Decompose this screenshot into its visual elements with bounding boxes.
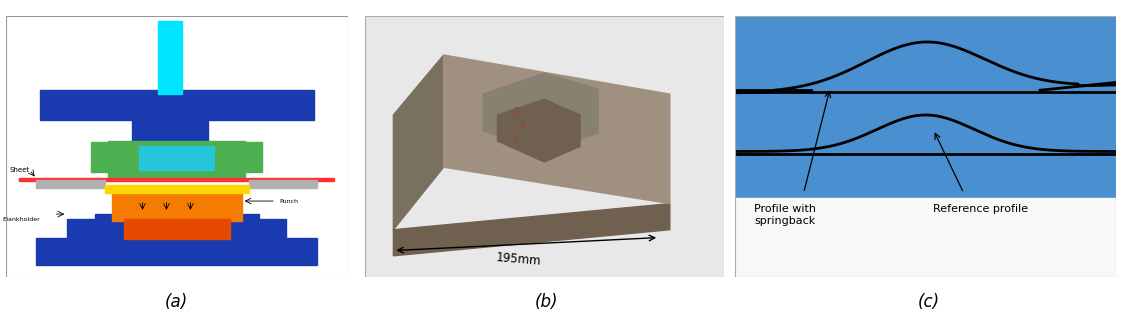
- Polygon shape: [394, 204, 670, 256]
- Polygon shape: [497, 99, 580, 162]
- Bar: [104, 185, 249, 193]
- Bar: [19, 178, 334, 182]
- Text: 字: 字: [514, 136, 517, 141]
- Bar: [249, 180, 318, 188]
- Bar: [123, 219, 230, 239]
- Bar: [36, 180, 104, 188]
- Bar: [36, 238, 318, 265]
- Text: Reference profile: Reference profile: [934, 204, 1029, 214]
- Bar: [132, 115, 208, 146]
- Text: (b): (b): [535, 293, 558, 311]
- Bar: [735, 198, 1116, 277]
- Bar: [214, 142, 263, 172]
- Text: 195mm: 195mm: [496, 251, 542, 267]
- Bar: [108, 141, 245, 180]
- Polygon shape: [443, 55, 670, 204]
- Bar: [40, 90, 313, 120]
- Bar: [158, 21, 182, 94]
- Text: Punch: Punch: [279, 198, 298, 204]
- Polygon shape: [484, 73, 598, 151]
- Text: (c): (c): [918, 293, 940, 311]
- Polygon shape: [394, 55, 443, 230]
- Bar: [139, 146, 214, 170]
- Bar: [112, 192, 241, 221]
- Text: 手: 手: [514, 107, 517, 113]
- Bar: [94, 214, 259, 221]
- Text: Blankholder: Blankholder: [2, 217, 40, 222]
- Text: Profile with
springback: Profile with springback: [754, 204, 816, 226]
- Text: (a): (a): [165, 293, 187, 311]
- Text: Sheet: Sheet: [9, 167, 29, 173]
- Bar: [91, 142, 139, 172]
- Bar: [67, 219, 286, 239]
- Text: 写: 写: [521, 123, 524, 128]
